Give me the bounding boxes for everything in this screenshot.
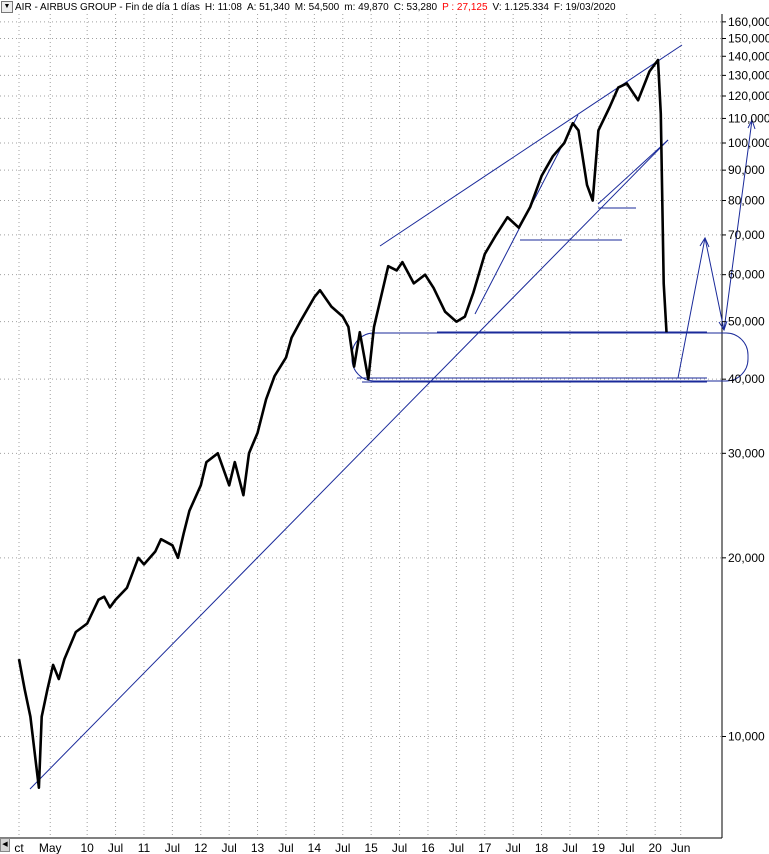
y-tick-label: 130,000	[728, 68, 769, 82]
x-axis-ticks: ct May 10 Jul 11 Jul 12 Jul 13 Jul 14 Jul 15 Jul 16 Jul…	[14, 841, 690, 854]
annotations	[29, 44, 756, 790]
projection-arrowhead-1	[699, 236, 710, 248]
projection-arrowhead-3	[747, 118, 756, 130]
chart-header: ▼ AIR - AIRBUS GROUP - Fin de día 1 días…	[0, 0, 690, 14]
x-tick-label: 20	[648, 841, 662, 854]
x-tick-label: Jul	[619, 841, 634, 854]
y-tick-label: 90,000	[728, 163, 765, 177]
y-tick-label: 150,000	[728, 31, 769, 45]
change-value: P : 27,125	[442, 1, 488, 13]
x-tick-label: May	[39, 841, 62, 854]
x-tick-label: Jul	[165, 841, 180, 854]
channel-upper-trendline	[379, 44, 683, 247]
y-tick-label: 110,000	[728, 111, 769, 125]
close-value: C: 53,280	[393, 1, 438, 13]
x-tick-label: 15	[364, 841, 378, 854]
y-tick-label: 80,000	[728, 194, 765, 208]
y-tick-label: 140,000	[728, 49, 769, 63]
y-tick-label: 10,000	[728, 730, 765, 744]
y-tick-label: 120,000	[728, 89, 769, 103]
date-value: F: 19/03/2020	[553, 1, 616, 13]
symbol-label: AIR - AIRBUS GROUP - Fin de día 1 días	[15, 1, 200, 13]
high-time: H: 11:08	[204, 1, 242, 13]
x-tick-label: Jul	[505, 841, 520, 854]
volume-value: V: 1.125.334	[492, 1, 549, 13]
x-tick-label: 18	[535, 841, 549, 854]
x-tick-label: Jun	[671, 841, 690, 854]
x-tick-label: Jul	[562, 841, 577, 854]
projection-arrowhead-2	[718, 320, 728, 332]
x-tick-label: Jul	[449, 841, 464, 854]
scroll-left-button[interactable]: ◀	[0, 838, 10, 852]
x-tick-label: 19	[592, 841, 606, 854]
x-tick-label: Jul	[335, 841, 350, 854]
x-tick-label: Jul	[392, 841, 407, 854]
x-tick-label: 14	[308, 841, 322, 854]
y-tick-label: 60,000	[728, 268, 765, 282]
x-tick-label: 12	[194, 841, 208, 854]
x-tick-label: 10	[80, 841, 94, 854]
y-tick-label: 30,000	[728, 446, 765, 460]
x-tick-label: 17	[478, 841, 492, 854]
x-tick-label: Jul	[108, 841, 123, 854]
x-tick-label: 16	[421, 841, 435, 854]
x-tick-label: Jul	[278, 841, 293, 854]
price-series	[17, 58, 668, 790]
grid	[0, 14, 722, 838]
x-tick-label: 11	[138, 841, 151, 854]
y-tick-label: 160,000	[728, 15, 769, 29]
x-tick-label: 13	[251, 841, 265, 854]
channel-lower-trendline	[597, 139, 669, 205]
long-term-support-trendline	[29, 139, 669, 790]
y-tick-label: 100,000	[728, 136, 769, 150]
y-axis-ticks: 160,000 150,000 140,000 130,000 120,000 110,0…	[722, 15, 769, 744]
max-value: M: 54,500	[294, 1, 340, 13]
support-zone-highlight	[351, 332, 749, 382]
y-tick-label: 50,000	[728, 315, 765, 329]
projection-path	[677, 119, 753, 379]
x-tick-label: ct	[14, 841, 24, 854]
x-tick-label: Jul	[221, 841, 236, 854]
y-tick-label: 40,000	[728, 372, 765, 386]
y-tick-label: 70,000	[728, 228, 765, 242]
min-value: m: 49,870	[344, 1, 389, 13]
chart-menu-button[interactable]: ▼	[1, 1, 13, 13]
ask-value: A: 51,340	[246, 1, 290, 13]
y-tick-label: 20,000	[728, 551, 765, 565]
